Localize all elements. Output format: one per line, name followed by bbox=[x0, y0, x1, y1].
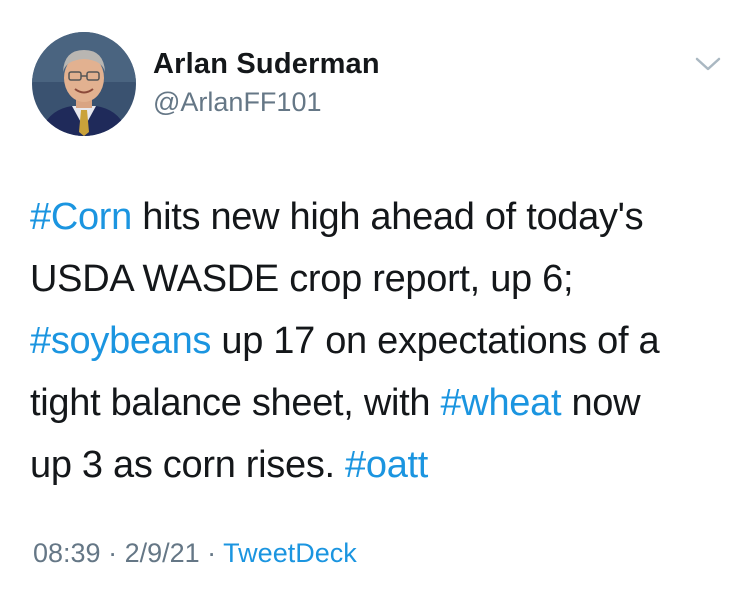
tweet-date[interactable]: 2/9/21 bbox=[124, 538, 200, 568]
meta-separator: · bbox=[199, 538, 224, 568]
avatar[interactable] bbox=[32, 32, 136, 136]
tweet-text: #Corn hits new high ahead of today's USDA… bbox=[30, 186, 730, 496]
tweet-text-line: #Corn hits new high ahead of today's bbox=[30, 186, 730, 248]
tweet-text-segment: now bbox=[561, 382, 641, 424]
avatar-photo bbox=[32, 32, 136, 136]
tweet-text-segment: up 3 as corn rises. bbox=[30, 444, 346, 486]
meta-separator: · bbox=[100, 538, 125, 568]
tweet-text-line: USDA WASDE crop report, up 6; bbox=[30, 248, 730, 310]
tweet-meta: 08:39 · 2/9/21 · TweetDeck bbox=[33, 538, 357, 569]
tweet-text-segment: tight balance sheet, with bbox=[30, 382, 441, 424]
tweet-source-link[interactable]: TweetDeck bbox=[223, 538, 357, 568]
tweet-text-segment: hits new high ahead of today's bbox=[132, 196, 644, 238]
chevron-down-icon[interactable] bbox=[693, 52, 723, 76]
hashtag-link[interactable]: #wheat bbox=[440, 382, 562, 424]
tweet-text-segment: up 17 on expectations of a bbox=[211, 320, 660, 362]
hashtag-link[interactable]: #soybeans bbox=[30, 320, 212, 362]
hashtag-link[interactable]: #oatt bbox=[345, 444, 429, 486]
hashtag-link[interactable]: #Corn bbox=[30, 196, 132, 238]
author-handle[interactable]: @ArlanFF101 bbox=[153, 87, 322, 117]
tweet-text-segment: USDA WASDE crop report, up 6; bbox=[30, 258, 574, 300]
tweet-text-line: up 3 as corn rises. #oatt bbox=[30, 434, 730, 496]
author-name[interactable]: Arlan Suderman bbox=[153, 48, 380, 80]
tweet-text-line: #soybeans up 17 on expectations of a bbox=[30, 310, 730, 372]
tweet-text-line: tight balance sheet, with #wheat now bbox=[30, 372, 730, 434]
tweet-time[interactable]: 08:39 bbox=[33, 538, 101, 568]
